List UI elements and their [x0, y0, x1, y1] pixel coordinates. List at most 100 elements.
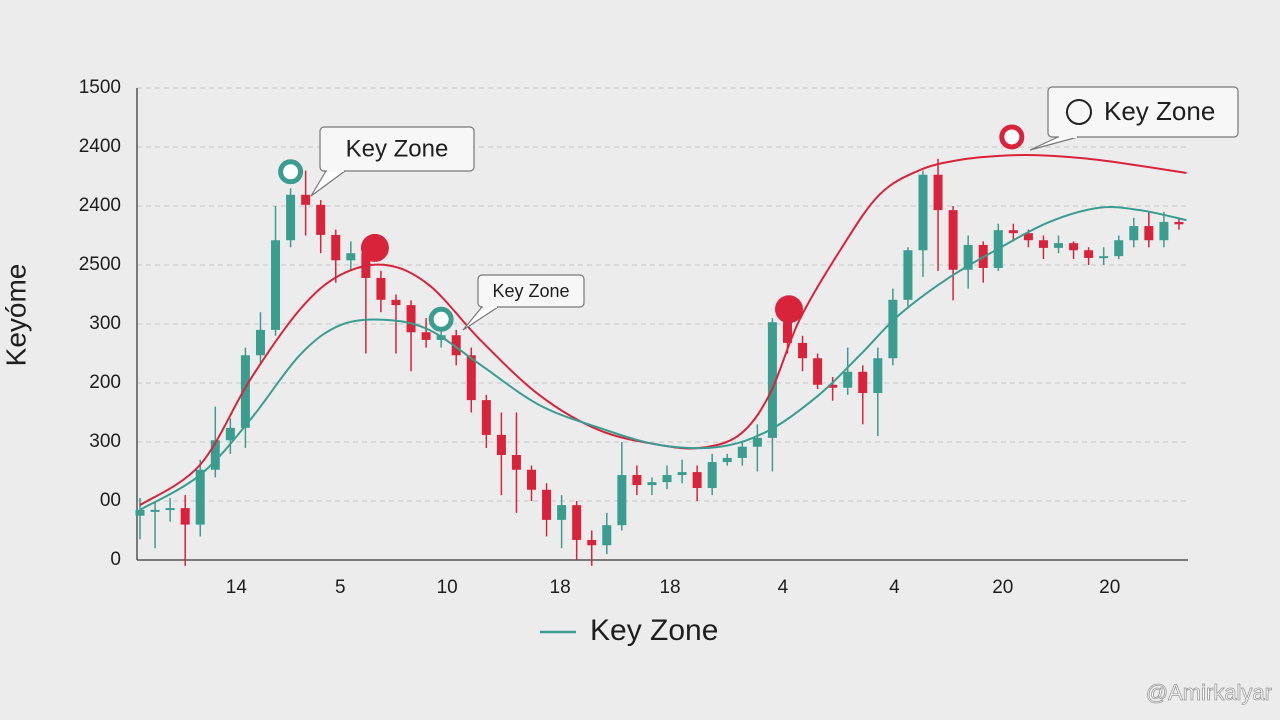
candle-body	[843, 371, 853, 388]
candle-body	[1099, 256, 1109, 259]
y-tick-label: 200	[89, 372, 121, 393]
candle-body	[1008, 230, 1018, 234]
candle-body	[466, 355, 476, 401]
candle-body	[572, 505, 582, 540]
candle-body	[798, 342, 808, 359]
candle-body	[1038, 240, 1048, 248]
candle-body	[1129, 226, 1139, 241]
y-tick-label: 2400	[79, 195, 121, 216]
callout-pointer	[1029, 136, 1079, 151]
candle-body	[722, 457, 732, 463]
candle-body	[1084, 250, 1094, 258]
candle-body	[933, 174, 943, 211]
candle-body	[963, 244, 973, 270]
candle-body	[1159, 221, 1169, 241]
callout-pointer	[310, 170, 346, 197]
candle-body	[873, 358, 883, 394]
candle-body	[692, 472, 702, 489]
legend-label: Key Zone	[590, 614, 718, 647]
watermark: @Amirkalyar	[1146, 680, 1272, 705]
candle-body	[496, 434, 506, 455]
candle-body	[346, 253, 356, 261]
candle-body	[1114, 240, 1124, 257]
candle-body	[316, 204, 326, 235]
candle-body	[376, 277, 386, 300]
callout: Key Zone	[1029, 86, 1239, 151]
y-tick-label: 2400	[79, 136, 121, 157]
candle-body	[918, 174, 928, 251]
callout-pointer	[462, 306, 499, 331]
callout-box	[477, 274, 585, 308]
x-tick-label: 20	[992, 577, 1013, 598]
candle-body	[858, 371, 868, 394]
candle-body	[617, 475, 627, 526]
candle-body	[677, 472, 687, 476]
annotation: Key Zone	[1104, 96, 1215, 126]
x-tick-label: 14	[226, 577, 248, 598]
candle-body	[1174, 221, 1184, 225]
callout: Key Zone	[310, 126, 475, 197]
candle-body	[1069, 243, 1079, 251]
candle-body	[587, 539, 597, 546]
marker	[360, 233, 389, 262]
candle-body	[511, 454, 521, 470]
y-tick-label: 300	[89, 313, 121, 334]
candle-body	[421, 332, 431, 340]
candle-body	[602, 525, 612, 546]
candle-body	[813, 358, 823, 385]
callout: Key Zone	[462, 274, 585, 331]
candle-body	[271, 240, 281, 330]
candle-body	[828, 384, 838, 388]
annotation: Key Zone	[492, 281, 569, 301]
candle-body	[481, 400, 491, 435]
candle-body	[165, 508, 175, 511]
candle-body	[527, 469, 537, 490]
candle-body	[647, 482, 657, 486]
marker	[999, 124, 1025, 150]
candle-body	[1023, 233, 1033, 241]
candle-body	[888, 299, 898, 359]
candle-body	[210, 440, 220, 470]
candle-body	[948, 210, 958, 270]
y-tick-label: 2500	[79, 254, 121, 275]
candle-body	[782, 322, 792, 343]
candle-body	[707, 462, 717, 489]
candle-body	[225, 427, 235, 441]
candle-body	[1054, 243, 1064, 248]
x-tick-label: 4	[778, 577, 789, 598]
x-tick-label: 18	[659, 577, 680, 598]
x-tick-label: 20	[1099, 577, 1120, 598]
candle-body	[135, 509, 145, 516]
candle-body	[150, 509, 160, 512]
annotation: Key Zone	[346, 135, 449, 162]
y-tick-label: 00	[100, 490, 121, 511]
candle-body	[406, 305, 416, 333]
candle-body	[331, 234, 341, 261]
candle-body	[286, 194, 296, 241]
marker	[774, 295, 803, 324]
y-tick-label: 1500	[79, 77, 121, 98]
candle-body	[752, 437, 762, 447]
marker	[428, 306, 454, 332]
candle-body	[767, 322, 777, 438]
candle-body	[301, 194, 311, 205]
x-tick-label: 4	[889, 577, 900, 598]
callout-icon	[1066, 99, 1092, 125]
candle-body	[632, 475, 642, 486]
y-tick-label: 0	[110, 549, 121, 570]
candle-body	[195, 469, 205, 525]
candle-body	[180, 508, 190, 525]
x-tick-label: 18	[550, 577, 571, 598]
candle-body	[1144, 226, 1154, 241]
trend-line	[139, 206, 1187, 511]
candle-body	[662, 475, 672, 483]
candle-body	[240, 355, 250, 428]
marker	[278, 159, 304, 185]
y-tick-label: 300	[89, 431, 121, 452]
callout-box	[319, 126, 475, 172]
candle-body	[451, 335, 461, 356]
candle-body	[542, 489, 552, 520]
callout-box	[1047, 86, 1239, 138]
